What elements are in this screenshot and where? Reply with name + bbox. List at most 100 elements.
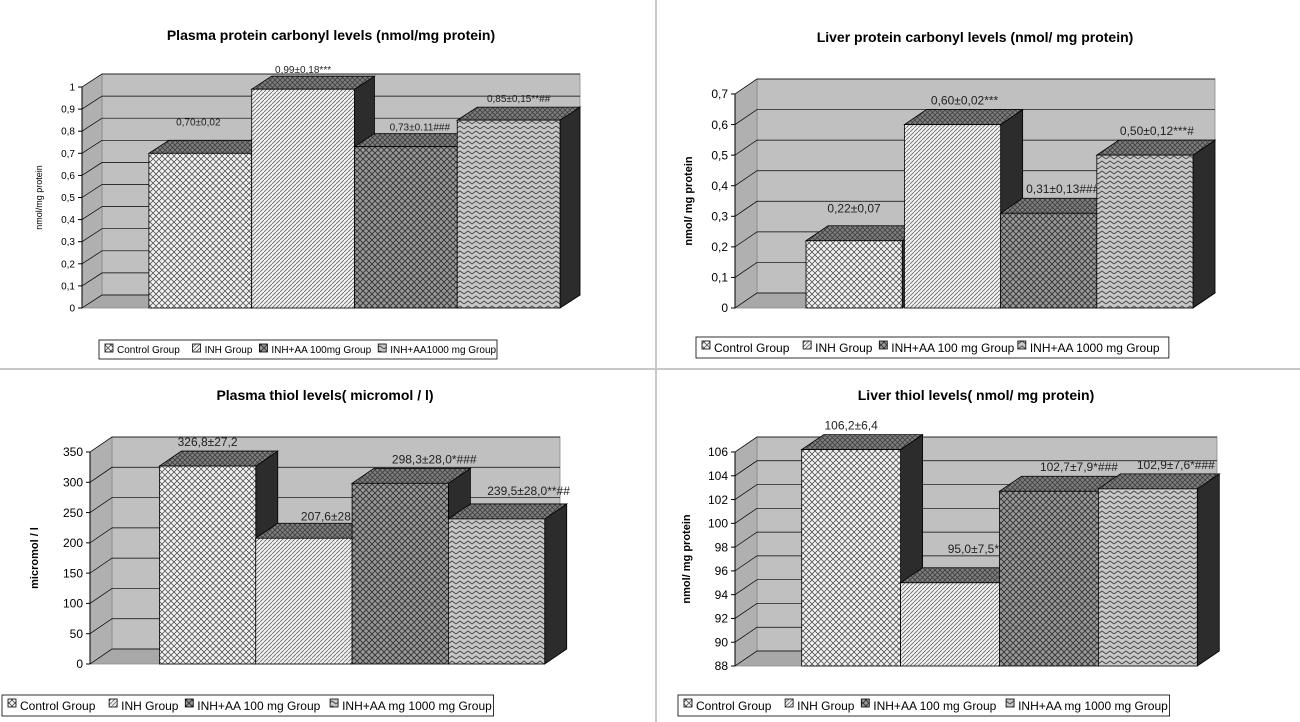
gridline	[81, 95, 580, 110]
data-label: 0,31±0,13###	[1026, 182, 1100, 196]
y-tick-label: 0,3	[61, 237, 75, 248]
legend-entry: INH Group	[205, 345, 253, 356]
gridline	[89, 466, 560, 483]
y-tick-label: 104	[708, 469, 728, 483]
data-label: 298,3±28,0*###	[392, 452, 477, 466]
legend-swatch	[1017, 340, 1027, 350]
legend-swatch	[860, 698, 870, 708]
y-tick-label: 0,7	[711, 87, 728, 101]
panel-divider-horizontal	[0, 368, 1300, 370]
data-label: 239,5±28,0**##	[487, 484, 570, 498]
chart-plasma-thiol: 0 50 100 150 200 250 300 350 326,8±27,2 207,6±28,…	[0, 370, 650, 722]
y-tick-label: 100	[63, 597, 83, 611]
chart-svg: 050100150200250300350326,8±27,2207,6±28,…	[1, 387, 570, 717]
y-tick-label: 0	[76, 657, 83, 671]
y-tick-label: 0,6	[711, 118, 728, 132]
gridline	[89, 436, 560, 453]
plot-side-wall	[89, 436, 113, 665]
y-tick-label: 150	[63, 566, 83, 580]
gridline	[81, 73, 580, 88]
legend-entry: INH+AA 100 mg Group	[197, 699, 320, 713]
legend-swatch	[701, 340, 711, 350]
legend-swatch	[258, 343, 268, 353]
y-tick-label: 200	[63, 536, 83, 550]
y-axis-label: micromol / l	[29, 527, 41, 589]
chart-title: Liver thiol levels( nmol/ mg protein)	[858, 387, 1094, 403]
y-tick-label: 0,5	[61, 193, 75, 204]
data-label: 102,9±7,6*###	[1137, 458, 1215, 472]
y-tick-label: 96	[715, 564, 729, 578]
y-tick-label: 0,1	[711, 271, 728, 285]
gridline	[734, 139, 1215, 156]
y-tick-label: 0,4	[61, 215, 75, 226]
legend-entry: INH+AA mg 1000 mg Group	[1018, 699, 1168, 713]
y-tick-label: 98	[715, 540, 729, 554]
y-tick-label: 92	[715, 612, 729, 626]
y-tick-label: 0,9	[61, 105, 75, 116]
data-label: 0,50±0,12***#	[1120, 124, 1194, 138]
y-tick-label: 0,2	[711, 240, 728, 254]
legend-entry: INH+AA 100mg Group	[271, 345, 371, 356]
legend-entry: INH+AA 100 mg Group	[891, 341, 1014, 355]
data-label: 0,99±0,18***	[275, 65, 331, 76]
y-tick-label: 0,5	[711, 148, 728, 162]
chart-liver-thiol: 88 90 92 94 96 98 100 102 104 106 106,2±6,4 95,0±7,…	[650, 370, 1300, 722]
legend-entry: INH Group	[121, 699, 179, 713]
gridline	[734, 460, 1217, 477]
data-label: 102,7±7,9*###	[1040, 460, 1118, 474]
data-label: 0,85±0,15**##	[487, 94, 551, 105]
legend-entry: INH+AA1000 mg Group	[390, 345, 496, 356]
legend-entry: INH+AA 1000 mg Group	[1030, 341, 1160, 355]
panel-divider-vertical	[655, 0, 657, 722]
y-axis-label: nmol/ mg protein	[681, 514, 693, 604]
legend-swatch	[683, 698, 693, 708]
chart-svg: 0 0,1 0,2 0,3 0,4 0,5 0,6 0,7 0,8 0,9 1 0,70±0,02 0,…	[34, 27, 582, 360]
legend-swatch	[104, 343, 114, 353]
plot-side-wall	[734, 436, 758, 667]
legend-swatch	[784, 698, 794, 708]
data-label: 106,2±6,4	[825, 419, 879, 433]
legend-entry: INH+AA 100 mg Group	[873, 699, 996, 713]
legend: Control Group INH Group INH+AA 100 mg Grou…	[695, 336, 1170, 359]
y-tick-label: 250	[63, 506, 83, 520]
legend-entry: Control Group	[696, 699, 772, 713]
gridline	[734, 436, 1217, 453]
legend-swatch	[802, 340, 812, 350]
y-tick-label: 300	[63, 475, 83, 489]
chart-svg: 0 0,1 0,2 0,3 0,4 0,5 0,6 0,7 0,22±0,07 0,60±0,02…	[683, 29, 1217, 359]
y-tick-label: 0,4	[711, 179, 728, 193]
y-tick-label: 102	[708, 493, 728, 507]
bar	[1097, 473, 1221, 667]
legend-entry: INH Group	[797, 699, 855, 713]
y-tick-label: 0,8	[61, 127, 75, 138]
bar	[903, 108, 1024, 309]
y-tick-label: 88	[715, 659, 729, 673]
y-tick-label: 0	[69, 304, 75, 315]
legend-entry: Control Group	[20, 699, 96, 713]
legend-swatch	[192, 343, 202, 353]
bar	[1095, 139, 1217, 309]
gridline	[81, 117, 580, 132]
y-tick-label: 100	[708, 517, 728, 531]
legend: Control Group INH Group INH+AA 100 mg Grou…	[677, 694, 1171, 717]
y-tick-label: 0	[721, 301, 728, 315]
y-tick-label: 0,6	[61, 171, 75, 182]
chart-title: Plasma thiol levels( micromol / l)	[216, 387, 433, 403]
y-tick-label: 106	[708, 445, 728, 459]
legend-swatch	[377, 343, 387, 353]
legend-swatch	[1005, 698, 1015, 708]
gridline	[734, 78, 1215, 95]
y-tick-label: 94	[715, 588, 729, 602]
data-label: 0,73±0.11###	[390, 123, 451, 134]
legend-swatch	[7, 698, 17, 708]
data-label: 326,8±27,2	[178, 435, 238, 449]
y-tick-label: 0,7	[61, 149, 75, 160]
legend-swatch	[184, 698, 194, 708]
chart-svg: 88 90 92 94 96 98 100 102 104 106 106,2±6,4 95,0±7,…	[677, 387, 1221, 717]
legend-entry: Control Group	[714, 341, 790, 355]
data-label: 95,0±7,5***	[948, 542, 1009, 556]
chart-plasma-protein-carbonyl: 0 0,1 0,2 0,3 0,4 0,5 0,6 0,7 0,8 0,9 1 0,70±0,02 0,…	[0, 0, 650, 370]
y-tick-label: 1	[69, 83, 75, 94]
legend: Control Group INH Group INH+AA 100mg Group…	[98, 339, 498, 360]
data-label: 0,60±0,02***	[931, 94, 999, 108]
